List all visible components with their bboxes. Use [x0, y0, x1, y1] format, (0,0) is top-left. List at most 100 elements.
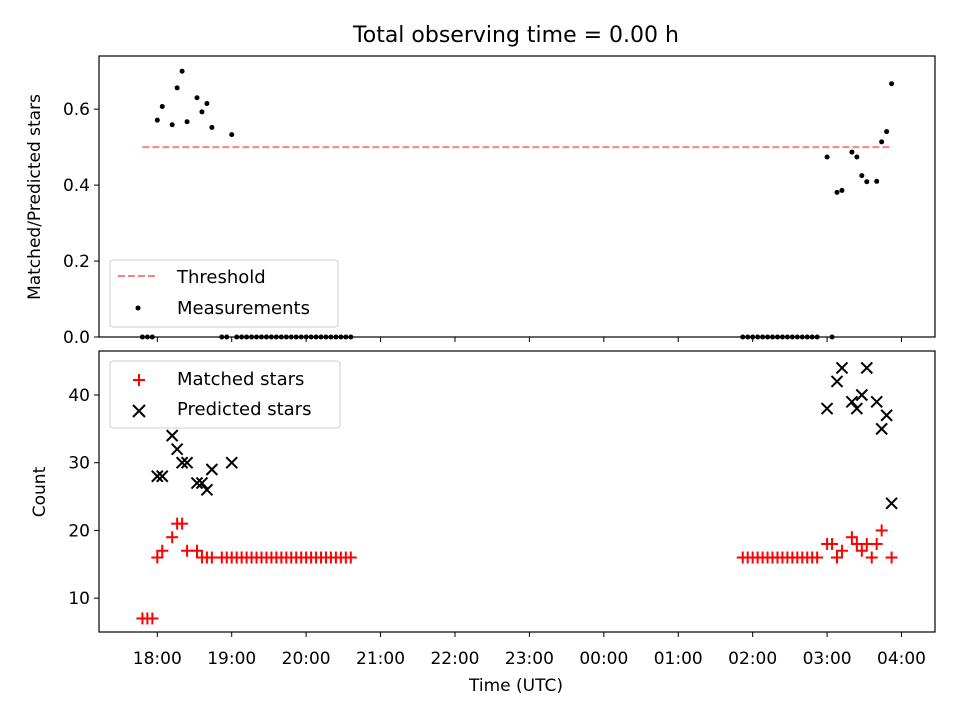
predicted-star-point [170, 442, 184, 456]
x-tick-label: 18:00 [133, 649, 182, 669]
y-tick-label: 0.4 [63, 176, 90, 196]
legend-measurements-swatch [135, 305, 141, 311]
matched-star-point [176, 517, 189, 530]
measurement-point [184, 119, 190, 125]
legend-threshold-label: Threshold [176, 267, 266, 288]
predicted-star-point [165, 429, 179, 442]
x-tick-label: 23:00 [505, 649, 554, 669]
matched-star-point [146, 612, 159, 625]
x-tick-label: 21:00 [356, 649, 405, 669]
matched-star-point [870, 537, 883, 550]
matched-star-point [835, 544, 848, 557]
matched-star-point [344, 551, 357, 564]
measurement-point [834, 189, 840, 195]
measurement-point [174, 85, 180, 91]
measurement-point [159, 104, 165, 110]
y-tick-label: 0.2 [63, 252, 90, 272]
x-tick-label: 20:00 [282, 649, 331, 669]
top-y-axis: 0.0 0.2 0.4 0.6 [63, 100, 99, 348]
matched-star-point [811, 551, 824, 564]
measurement-point [859, 173, 865, 179]
measurement-point [199, 109, 205, 115]
matched-star-point [865, 551, 878, 564]
measurement-point [849, 149, 855, 155]
y-tick-label: 10 [68, 589, 90, 609]
predicted-star-point [860, 361, 873, 375]
bottom-y-axis-label: Count [30, 466, 50, 517]
predicted-star-point [885, 497, 898, 510]
matched-star-point [156, 544, 169, 557]
matched-star-point [831, 551, 844, 564]
measurement-point [179, 68, 185, 74]
y-tick-label: 20 [68, 521, 90, 541]
measurement-point [204, 100, 210, 106]
y-tick-label: 0.0 [63, 328, 90, 348]
bottom-plot-frame [98, 350, 936, 633]
top-y-axis-label: Matched/Predicted stars [25, 94, 45, 300]
predicted-star-point [855, 388, 869, 402]
x-tick-label: 04:00 [877, 649, 926, 669]
predicted-star-point [870, 395, 883, 408]
predicted-star-point [880, 409, 893, 422]
predicted-star-point [875, 422, 888, 436]
x-tick-label: 03:00 [803, 649, 852, 669]
measurement-point [864, 179, 870, 185]
matched-star-point [855, 544, 868, 557]
predicted-star-point [195, 476, 209, 490]
matched-star-point [875, 524, 888, 537]
predicted-star-point [820, 402, 834, 415]
predicted-star-point [156, 470, 169, 483]
x-tick-label: 02:00 [728, 649, 777, 669]
measurement-point [824, 154, 830, 160]
measurement-point [854, 154, 860, 160]
y-tick-label: 30 [68, 454, 90, 474]
predicted-star-point [830, 375, 844, 388]
predicted-star-point [205, 463, 219, 476]
legend-predicted-label: Predicted stars [177, 399, 311, 420]
legend-measurements-label: Measurements [177, 298, 310, 319]
matched-stars-series [136, 517, 898, 625]
measurement-point [879, 139, 885, 145]
legend-matched-label: Matched stars [177, 369, 304, 390]
top-plot-frame [98, 55, 936, 338]
measurement-point [194, 95, 200, 101]
legend-matched-swatch [133, 374, 145, 386]
top-legend: Threshold Measurements [109, 259, 339, 328]
bottom-plot: 10 20 30 40 18:00 19:00 20:00 21:00 22:00 23:00 0… [30, 350, 936, 696]
legend-predicted-swatch [132, 404, 146, 418]
x-tick-label: 01:00 [654, 649, 703, 669]
measurement-point [229, 132, 235, 138]
x-tick-label: 19:00 [207, 649, 256, 669]
x-axis-label: Time (UTC) [468, 676, 563, 696]
top-x-tick-marks [156, 337, 903, 342]
predicted-stars-series [151, 361, 898, 510]
matched-star-point [190, 544, 203, 557]
matched-star-point [885, 551, 898, 564]
measurement-point [839, 187, 845, 193]
matched-star-point [151, 551, 164, 564]
y-tick-label: 40 [68, 386, 90, 406]
top-plot: 0.0 0.2 0.4 0.6 Matched/Predicted stars Thr… [25, 55, 936, 348]
predicted-star-point [151, 470, 164, 483]
x-tick-label: 00:00 [579, 649, 628, 669]
bottom-legend: Matched stars Predicted stars [109, 360, 341, 429]
predicted-star-point [175, 456, 189, 469]
measurement-point [154, 117, 160, 123]
bottom-x-axis: 18:00 19:00 20:00 21:00 22:00 23:00 00:00 01:00… [133, 632, 926, 669]
matched-star-point [845, 531, 858, 544]
measurement-point [884, 129, 890, 135]
measurement-point [169, 122, 175, 128]
matched-star-point [826, 537, 839, 550]
predicted-star-point [845, 395, 859, 408]
measurement-point [889, 81, 895, 87]
measurement-point [874, 178, 880, 184]
x-tick-label: 22:00 [430, 649, 479, 669]
matched-star-point [166, 531, 179, 544]
y-tick-label: 0.6 [63, 100, 90, 120]
predicted-star-point [180, 456, 194, 469]
predicted-star-point [200, 483, 214, 497]
predicted-star-point [190, 476, 204, 490]
chart-title: Total observing time = 0.00 h [352, 23, 679, 48]
bottom-y-axis: 10 20 30 40 [68, 386, 99, 609]
